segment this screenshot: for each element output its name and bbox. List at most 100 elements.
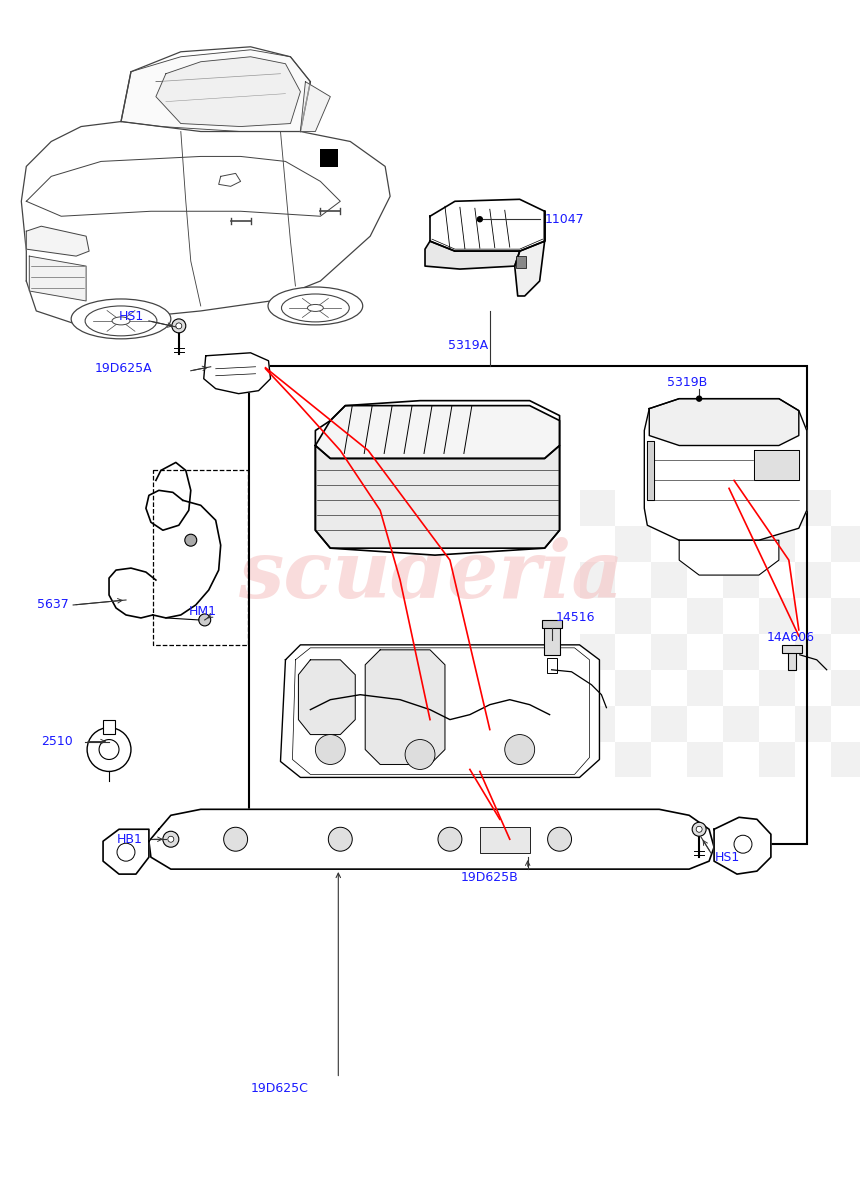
- Bar: [782, 644, 802, 653]
- Bar: [759, 742, 795, 778]
- Polygon shape: [27, 227, 89, 256]
- Circle shape: [438, 827, 461, 851]
- Polygon shape: [149, 809, 714, 869]
- Text: HM1: HM1: [189, 606, 217, 618]
- Polygon shape: [714, 817, 771, 874]
- Text: 19D625B: 19D625B: [461, 871, 518, 883]
- Bar: [831, 670, 861, 706]
- Bar: [687, 527, 723, 562]
- Bar: [516, 256, 526, 268]
- Bar: [651, 634, 687, 670]
- Polygon shape: [204, 353, 270, 394]
- Circle shape: [505, 734, 535, 764]
- Bar: [795, 562, 831, 598]
- Polygon shape: [300, 82, 331, 132]
- Polygon shape: [515, 211, 545, 296]
- Circle shape: [477, 217, 482, 222]
- Text: HB1: HB1: [117, 833, 143, 846]
- Bar: [831, 527, 861, 562]
- Bar: [579, 706, 616, 742]
- Bar: [579, 491, 616, 527]
- Bar: [651, 706, 687, 742]
- Circle shape: [328, 827, 352, 851]
- Polygon shape: [430, 199, 545, 251]
- Bar: [759, 598, 795, 634]
- Polygon shape: [29, 256, 86, 301]
- Bar: [249, 366, 807, 845]
- Circle shape: [176, 323, 182, 329]
- Bar: [579, 562, 616, 598]
- Bar: [723, 706, 759, 742]
- Bar: [616, 598, 651, 634]
- Bar: [616, 527, 651, 562]
- Circle shape: [697, 827, 702, 833]
- Bar: [795, 634, 831, 670]
- Bar: [320, 150, 338, 168]
- Ellipse shape: [307, 305, 324, 312]
- Bar: [651, 491, 687, 527]
- Polygon shape: [121, 47, 310, 132]
- Polygon shape: [219, 173, 240, 186]
- Polygon shape: [299, 660, 356, 734]
- Ellipse shape: [268, 287, 362, 325]
- Bar: [831, 742, 861, 778]
- Polygon shape: [315, 406, 560, 458]
- Bar: [723, 491, 759, 527]
- Text: 14A606: 14A606: [767, 631, 815, 644]
- Polygon shape: [27, 156, 340, 216]
- Circle shape: [199, 614, 211, 626]
- Polygon shape: [365, 650, 445, 764]
- Polygon shape: [121, 49, 310, 132]
- Polygon shape: [281, 644, 599, 778]
- Bar: [547, 658, 556, 673]
- Ellipse shape: [282, 294, 350, 322]
- Polygon shape: [647, 440, 654, 500]
- Circle shape: [185, 534, 197, 546]
- Polygon shape: [22, 121, 390, 326]
- Circle shape: [168, 836, 174, 842]
- Ellipse shape: [71, 299, 170, 338]
- Circle shape: [163, 832, 179, 847]
- Text: 19D625C: 19D625C: [251, 1082, 308, 1094]
- Circle shape: [548, 827, 572, 851]
- Bar: [543, 625, 560, 655]
- Text: 19D625A: 19D625A: [95, 362, 152, 376]
- Polygon shape: [754, 450, 799, 480]
- Circle shape: [99, 739, 119, 760]
- Bar: [579, 634, 616, 670]
- Bar: [153, 470, 248, 644]
- Text: 5637: 5637: [37, 599, 69, 612]
- Polygon shape: [315, 445, 560, 548]
- Polygon shape: [103, 829, 149, 874]
- Bar: [759, 527, 795, 562]
- Bar: [795, 491, 831, 527]
- Text: 2510: 2510: [41, 736, 73, 748]
- Text: 14516: 14516: [555, 612, 595, 624]
- Bar: [616, 742, 651, 778]
- Polygon shape: [649, 398, 799, 445]
- Ellipse shape: [112, 317, 130, 325]
- Bar: [480, 827, 530, 853]
- Text: scuderia: scuderia: [238, 538, 623, 614]
- Bar: [788, 650, 796, 670]
- Bar: [687, 670, 723, 706]
- Bar: [723, 634, 759, 670]
- Polygon shape: [679, 540, 779, 575]
- Circle shape: [117, 844, 135, 862]
- Circle shape: [697, 396, 702, 401]
- Bar: [759, 670, 795, 706]
- Text: HS1: HS1: [715, 851, 740, 864]
- Bar: [687, 742, 723, 778]
- Circle shape: [734, 835, 752, 853]
- Bar: [616, 670, 651, 706]
- Polygon shape: [315, 401, 560, 556]
- Polygon shape: [156, 56, 300, 126]
- Bar: [723, 562, 759, 598]
- Text: 11047: 11047: [545, 212, 585, 226]
- Bar: [795, 706, 831, 742]
- Circle shape: [224, 827, 248, 851]
- Circle shape: [692, 822, 706, 836]
- Text: HS1: HS1: [119, 311, 145, 324]
- Bar: [651, 562, 687, 598]
- Circle shape: [87, 727, 131, 772]
